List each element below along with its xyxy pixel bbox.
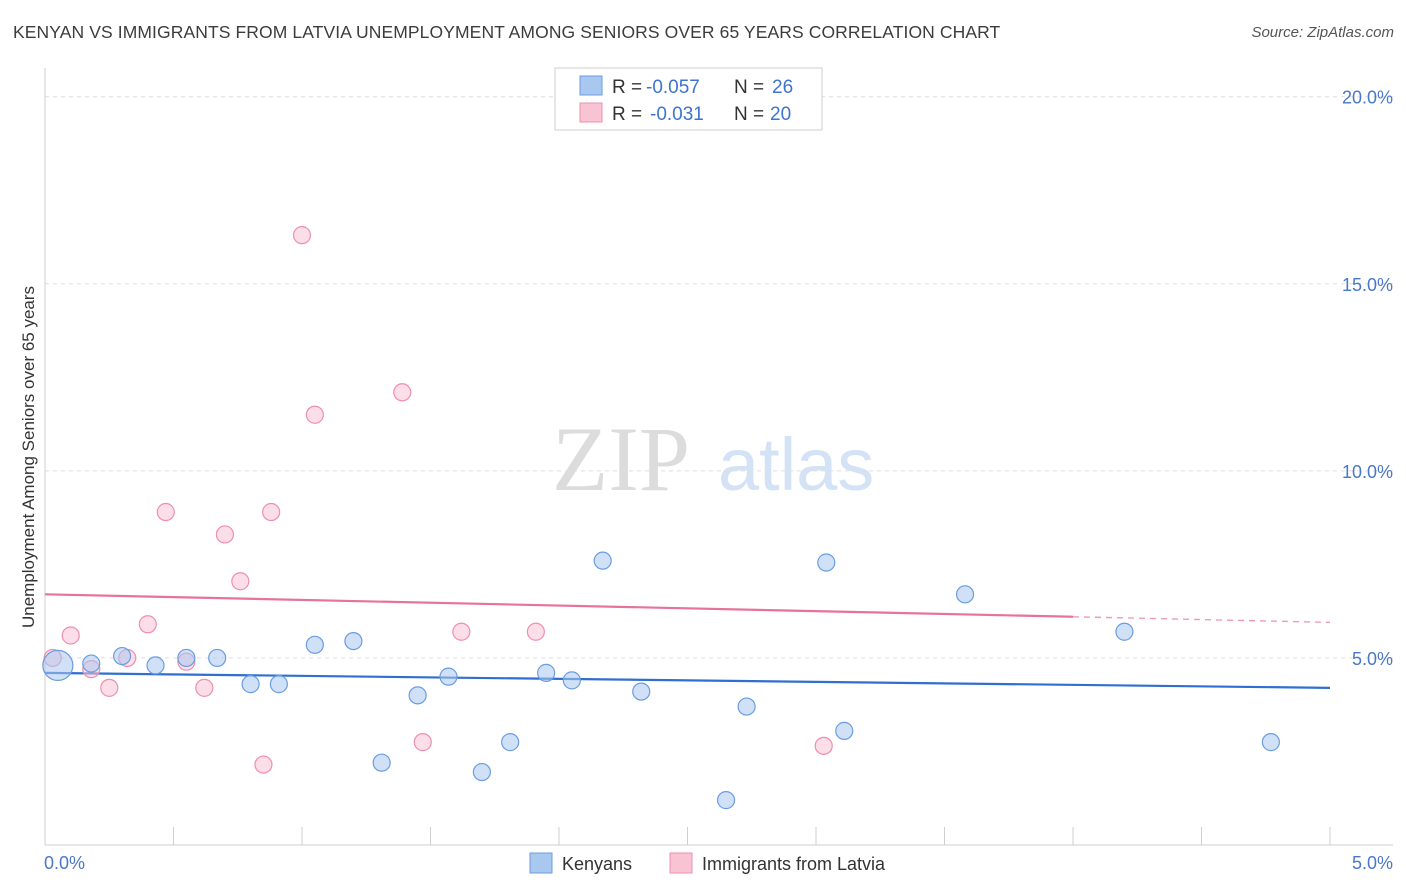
chart-source: Source: ZipAtlas.com (1251, 24, 1394, 41)
latvia-point (413, 733, 432, 752)
latvia-point (526, 622, 545, 641)
y-tick-label: 10.0% (1342, 462, 1393, 482)
latvia-point (215, 525, 234, 544)
kenyans-r-label: R = (612, 77, 642, 98)
latvia-point (61, 626, 80, 645)
kenyans-point (269, 675, 288, 694)
latvia-swatch (579, 102, 603, 123)
latvia-point (156, 502, 175, 522)
kenyans-n-value: 26 (772, 77, 793, 98)
kenyans-point (408, 686, 427, 705)
kenyans-point (716, 791, 736, 810)
latvia-point (814, 736, 833, 755)
kenyans-point (632, 682, 651, 701)
kenyans-point (955, 585, 975, 604)
kenyans-point (835, 721, 854, 740)
latvia-point (292, 226, 312, 245)
stats-legend: R = -0.057 N = 26 R = -0.031 N = 20 (554, 67, 823, 131)
latvia-n-value: 20 (770, 104, 791, 125)
kenyans-swatch (579, 75, 603, 96)
trend-line-extension (1072, 616, 1331, 624)
legend-kenyans-swatch (529, 852, 553, 874)
kenyans-point (344, 631, 363, 651)
gridlines (45, 96, 1393, 659)
y-tick-label: 15.0% (1342, 275, 1393, 295)
kenyans-point (372, 753, 391, 772)
kenyans-point (112, 646, 132, 666)
kenyans-point (737, 697, 756, 716)
latvia-point (305, 405, 324, 424)
kenyans-point (817, 553, 836, 572)
latvia-point (100, 678, 119, 697)
y-tick-label: 5.0% (1352, 649, 1393, 669)
series-legend: Kenyans Immigrants from Latvia (529, 852, 886, 874)
kenyans-point (241, 675, 260, 694)
legend-latvia-swatch (669, 852, 693, 874)
y-tick-labels: 5.0% 10.0% 15.0% 20.0% (1342, 88, 1393, 669)
kenyans-point (562, 671, 581, 690)
kenyans-point (501, 733, 520, 752)
kenyans-point (537, 663, 556, 682)
watermark-zip: ZIP (552, 408, 690, 510)
x-tick-label-max: 5.0% (1352, 853, 1393, 873)
data-points (42, 226, 1280, 810)
kenyans-point (208, 648, 227, 668)
latvia-point (231, 572, 250, 591)
kenyans-point (472, 762, 491, 782)
x-ticks (173, 827, 1331, 845)
kenyans-point (82, 654, 101, 673)
watermark-atlas: atlas (718, 423, 874, 506)
latvia-point (262, 502, 281, 522)
kenyans-point (146, 656, 165, 675)
kenyans-point (593, 551, 612, 570)
latvia-point (138, 615, 157, 634)
kenyans-point (42, 649, 74, 682)
trend-line (44, 593, 1074, 618)
kenyans-point (305, 635, 324, 654)
kenyans-point (439, 667, 458, 686)
latvia-point (195, 678, 214, 697)
chart-title: KENYAN VS IMMIGRANTS FROM LATVIA UNEMPLO… (13, 22, 1001, 42)
y-tick-label: 20.0% (1342, 88, 1393, 108)
latvia-r-value: -0.031 (650, 104, 704, 125)
latvia-point (393, 383, 412, 402)
legend-kenyans-label: Kenyans (562, 854, 632, 874)
latvia-point (254, 755, 273, 774)
x-tick-label-min: 0.0% (44, 853, 85, 873)
kenyans-r-value: -0.057 (646, 77, 700, 98)
kenyans-point (177, 648, 196, 668)
kenyans-n-label: N = (734, 77, 764, 98)
legend-latvia-label: Immigrants from Latvia (702, 854, 886, 874)
trend-lines (44, 593, 1331, 689)
trend-line (44, 671, 1331, 689)
latvia-n-label: N = (734, 104, 764, 125)
kenyans-point (1261, 733, 1280, 752)
latvia-point (452, 622, 471, 641)
latvia-r-label: R = (612, 104, 642, 125)
kenyans-point (1115, 622, 1134, 641)
y-axis-title: Unemployment Among Seniors over 65 years (19, 286, 38, 628)
